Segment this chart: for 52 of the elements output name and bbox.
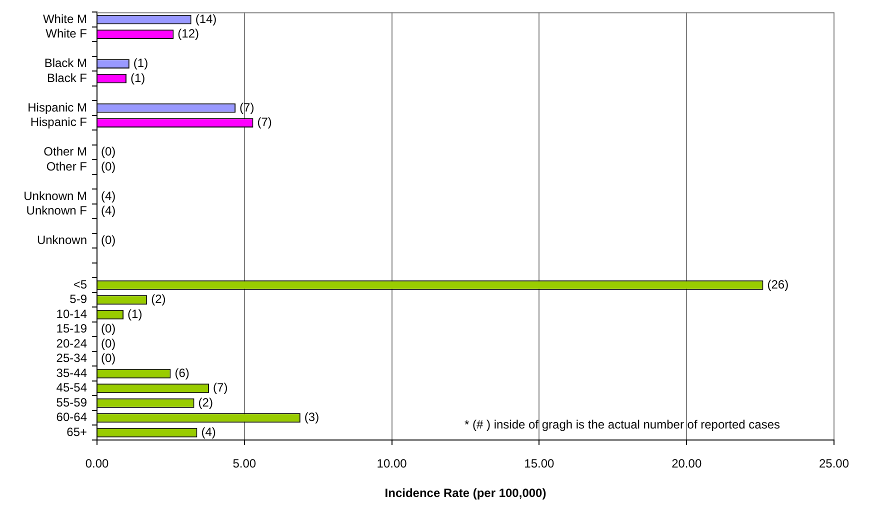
y-tick-label: 15-19 (56, 322, 88, 336)
y-tick-label: Hispanic M (28, 100, 87, 114)
annotation: (1) (130, 70, 146, 85)
annotation: (7) (257, 115, 272, 130)
x-tick-label: 10.00 (376, 456, 408, 471)
annotation: * (# ) inside of gragh is the actual number of reported cases (464, 417, 780, 432)
y-tick-label: Other M (44, 144, 87, 159)
annotation: (2) (151, 292, 166, 306)
annotation: (4) (201, 424, 216, 439)
x-tick-label: 0.00 (85, 456, 109, 471)
y-tick-label: Unknown M (24, 188, 87, 203)
annotation: (14) (195, 12, 217, 26)
y-tick-label: Hispanic F (30, 115, 87, 130)
y-tick-label: 65+ (66, 424, 87, 439)
annotation: (0) (101, 336, 116, 350)
annotation: (7) (213, 380, 228, 395)
annotation: (6) (174, 366, 190, 380)
annotation: (0) (101, 144, 116, 159)
x-tick-label: 5.00 (232, 456, 256, 471)
annotation: (4) (101, 188, 116, 203)
annotation: (0) (101, 233, 116, 248)
y-tick-label: Unknown (36, 233, 87, 248)
y-tick-label: 45-54 (56, 380, 88, 395)
y-tick-label: White M (42, 12, 87, 26)
annotation: (7) (240, 100, 254, 114)
y-tick-label: Unknown F (26, 204, 87, 218)
y-tick-label: 35-44 (56, 366, 88, 380)
y-tick-label: 10-14 (56, 306, 88, 321)
annotation: (2) (198, 395, 213, 410)
annotation: (1) (128, 306, 142, 321)
y-tick-label: <5 (73, 277, 88, 292)
y-tick-label: Black M (44, 56, 87, 70)
annotation: (1) (133, 56, 148, 70)
y-tick-label: Black F (46, 70, 87, 85)
annotation: (0) (101, 351, 116, 366)
annotation: (4) (101, 204, 116, 218)
y-tick-label: 20-24 (56, 336, 88, 350)
annotation: (0) (101, 322, 116, 336)
y-tick-label: White F (46, 26, 87, 41)
x-tick-label: 20.00 (672, 456, 702, 471)
y-tick-label: Other F (46, 159, 87, 174)
y-tick-label: 5-9 (70, 292, 88, 306)
x-tick-label: 15.00 (524, 456, 555, 471)
x-tick-label: 25.00 (818, 456, 850, 471)
x-axis-title: Incidence Rate (per 100,000) (384, 486, 546, 500)
y-tick-label: 55-59 (56, 395, 88, 410)
y-tick-label: 60-64 (56, 410, 88, 424)
annotation: (3) (304, 410, 320, 424)
y-tick-label: 25-34 (56, 351, 88, 366)
annotation: (26) (767, 277, 789, 292)
annotation: (12) (178, 26, 199, 41)
annotation: (0) (101, 159, 116, 174)
